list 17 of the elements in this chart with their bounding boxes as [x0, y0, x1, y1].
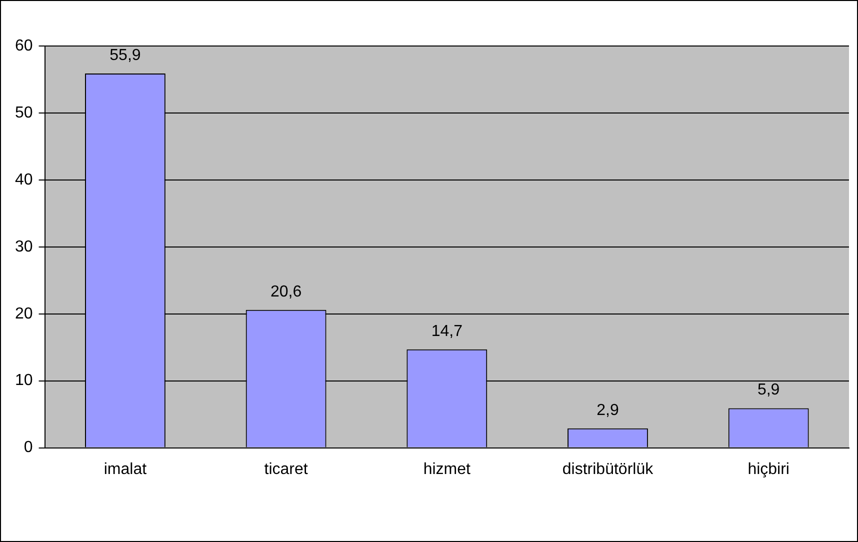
data-label: 55,9 [110, 46, 141, 64]
x-tick-label: ticaret [264, 460, 308, 478]
x-tick-label: hizmet [423, 460, 472, 478]
y-tick-label: 30 [15, 238, 33, 256]
y-tick-label: 10 [15, 372, 33, 390]
data-label: 5,9 [757, 382, 780, 399]
data-label: 14,7 [431, 322, 463, 340]
y-tick-label: 0 [24, 439, 33, 456]
y-tick-label: 40 [15, 171, 33, 188]
y-tick-label: 50 [15, 104, 33, 122]
x-tick-label: distribütörlük [562, 460, 654, 478]
x-tick-label: hiçbiri [748, 460, 790, 478]
y-tick-label: 20 [15, 305, 33, 322]
data-label: 20,6 [270, 283, 302, 300]
y-tick-label: 60 [15, 37, 33, 54]
data-label: 2,9 [596, 402, 619, 419]
x-tick-label: imalat [104, 460, 148, 478]
